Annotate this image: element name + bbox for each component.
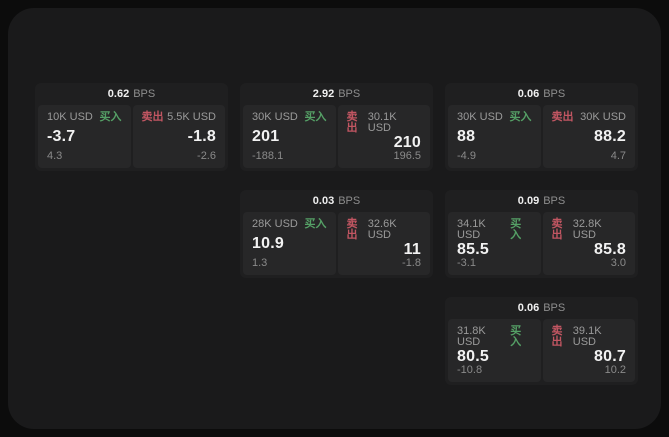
buy-change: -188.1 xyxy=(252,150,284,162)
buy-size: 28K USD xyxy=(252,218,298,230)
sell-price: -1.8 xyxy=(187,128,216,145)
quote-card-3: 0.06 BPS 30K USD 买入 88 -4.9 卖出 30K USD 8… xyxy=(445,83,638,171)
sell-label: 卖出 xyxy=(551,218,563,241)
sell-tile[interactable]: 卖出 32.6K USD 11 -1.8 xyxy=(337,212,430,275)
bps-value: 0.06 xyxy=(517,88,540,100)
bps-value: 0.06 xyxy=(517,302,540,314)
card-body: 30K USD 买入 201 -188.1 卖出 30.1K USD 210 1… xyxy=(240,105,433,168)
buy-price: 88 xyxy=(457,128,476,145)
sell-label: 卖出 xyxy=(346,111,358,134)
sell-change: -1.8 xyxy=(402,257,421,269)
sell-change: 196.5 xyxy=(393,150,421,162)
buy-tile[interactable]: 28K USD 买入 10.9 1.3 xyxy=(243,212,336,275)
buy-price: -3.7 xyxy=(47,128,76,145)
sell-tile[interactable]: 卖出 30.1K USD 210 196.5 xyxy=(337,105,430,168)
bps-unit: BPS xyxy=(338,195,361,207)
buy-price: 10.9 xyxy=(252,235,284,252)
buy-tile[interactable]: 30K USD 买入 88 -4.9 xyxy=(448,105,541,168)
quote-card-1: 0.62 BPS 10K USD 买入 -3.7 4.3 卖出 5.5K USD… xyxy=(35,83,228,171)
card-body: 10K USD 买入 -3.7 4.3 卖出 5.5K USD -1.8 -2.… xyxy=(35,105,228,168)
buy-label: 买入 xyxy=(304,218,327,230)
buy-change: 4.3 xyxy=(47,150,63,162)
buy-size: 10K USD xyxy=(47,111,93,123)
sell-size: 39.1K USD xyxy=(572,325,602,348)
sell-size: 30.1K USD xyxy=(367,111,397,134)
buy-label: 买入 xyxy=(510,218,522,241)
buy-price: 80.5 xyxy=(457,347,489,365)
quote-card-5: 0.09 BPS 34.1K USD 买入 85.5 -3.1 卖出 32.8K… xyxy=(445,190,638,278)
sell-change: 10.2 xyxy=(604,364,626,376)
card-body: 31.8K USD 买入 80.5 -10.8 卖出 39.1K USD 80.… xyxy=(445,319,638,382)
sell-tile[interactable]: 卖出 30K USD 88.2 4.7 xyxy=(542,105,635,168)
buy-size: 31.8K USD xyxy=(457,325,486,348)
sell-price: 80.7 xyxy=(594,347,626,365)
sell-change: 3.0 xyxy=(610,257,626,269)
quote-card-4: 0.03 BPS 28K USD 买入 10.9 1.3 卖出 32.6K US… xyxy=(240,190,433,278)
card-header: 0.06 BPS xyxy=(445,297,638,319)
buy-change: -3.1 xyxy=(457,257,476,269)
card-header: 0.06 BPS xyxy=(445,83,638,105)
buy-size: 30K USD xyxy=(457,111,503,123)
buy-label: 买入 xyxy=(304,111,327,123)
buy-change: -4.9 xyxy=(457,150,476,162)
buy-label: 买入 xyxy=(509,111,532,123)
sell-price: 210 xyxy=(393,133,421,151)
buy-price: 201 xyxy=(252,128,280,145)
card-body: 28K USD 买入 10.9 1.3 卖出 32.6K USD 11 -1.8 xyxy=(240,212,433,275)
sell-tile[interactable]: 卖出 5.5K USD -1.8 -2.6 xyxy=(132,105,225,168)
sell-size: 30K USD xyxy=(580,111,626,123)
card-body: 34.1K USD 买入 85.5 -3.1 卖出 32.8K USD 85.8… xyxy=(445,212,638,275)
bps-unit: BPS xyxy=(338,88,361,100)
sell-label: 卖出 xyxy=(551,111,574,123)
buy-size: 30K USD xyxy=(252,111,298,123)
buy-tile[interactable]: 31.8K USD 买入 80.5 -10.8 xyxy=(448,319,541,382)
bps-unit: BPS xyxy=(543,302,566,314)
sell-tile[interactable]: 卖出 32.8K USD 85.8 3.0 xyxy=(542,212,635,275)
buy-label: 买入 xyxy=(99,111,122,123)
sell-label: 卖出 xyxy=(551,325,563,348)
buy-price: 85.5 xyxy=(457,240,489,258)
card-header: 2.92 BPS xyxy=(240,83,433,105)
sell-change: -2.6 xyxy=(197,150,216,162)
buy-label: 买入 xyxy=(510,325,522,348)
buy-size: 34.1K USD xyxy=(457,218,486,241)
bps-unit: BPS xyxy=(133,88,156,100)
buy-change: -10.8 xyxy=(457,364,483,376)
sell-price: 88.2 xyxy=(594,128,626,145)
sell-size: 32.8K USD xyxy=(572,218,602,241)
card-body: 30K USD 买入 88 -4.9 卖出 30K USD 88.2 4.7 xyxy=(445,105,638,168)
main-panel: 0.62 BPS 10K USD 买入 -3.7 4.3 卖出 5.5K USD… xyxy=(8,8,661,429)
sell-label: 卖出 xyxy=(141,111,164,123)
sell-size: 32.6K USD xyxy=(367,218,397,241)
quote-card-2: 2.92 BPS 30K USD 买入 201 -188.1 卖出 30.1K … xyxy=(240,83,433,171)
card-header: 0.09 BPS xyxy=(445,190,638,212)
sell-change: 4.7 xyxy=(610,150,626,162)
sell-price: 11 xyxy=(403,240,421,258)
bps-unit: BPS xyxy=(543,195,566,207)
buy-change: 1.3 xyxy=(252,257,268,269)
sell-label: 卖出 xyxy=(346,218,358,241)
sell-price: 85.8 xyxy=(594,240,626,258)
buy-tile[interactable]: 30K USD 买入 201 -188.1 xyxy=(243,105,336,168)
bps-value: 0.03 xyxy=(312,195,335,207)
bps-unit: BPS xyxy=(543,88,566,100)
buy-tile[interactable]: 34.1K USD 买入 85.5 -3.1 xyxy=(448,212,541,275)
card-header: 0.62 BPS xyxy=(35,83,228,105)
bps-value: 0.09 xyxy=(517,195,540,207)
bps-value: 0.62 xyxy=(107,88,130,100)
bps-value: 2.92 xyxy=(312,88,335,100)
sell-tile[interactable]: 卖出 39.1K USD 80.7 10.2 xyxy=(542,319,635,382)
quote-card-6: 0.06 BPS 31.8K USD 买入 80.5 -10.8 卖出 39.1… xyxy=(445,297,638,385)
buy-tile[interactable]: 10K USD 买入 -3.7 4.3 xyxy=(38,105,131,168)
card-header: 0.03 BPS xyxy=(240,190,433,212)
sell-size: 5.5K USD xyxy=(167,111,216,123)
